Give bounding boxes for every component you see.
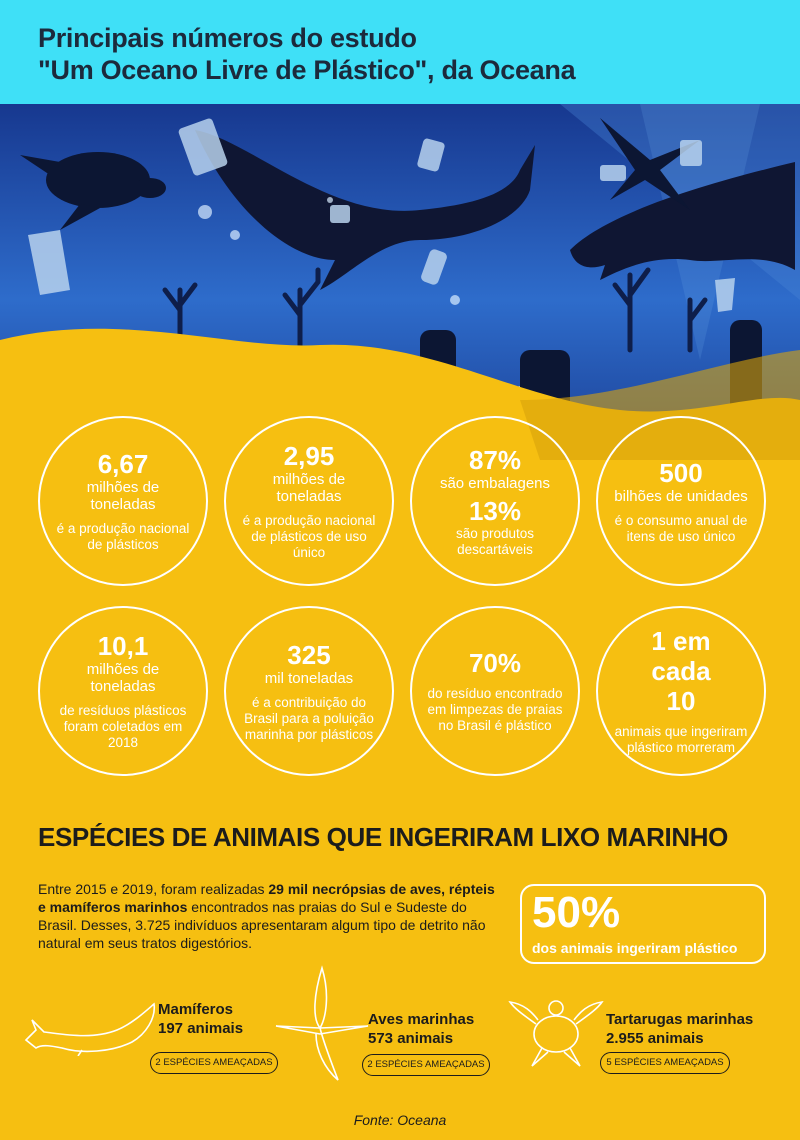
intro-paragraph: Entre 2015 e 2019, foram realizadas 29 m…	[38, 880, 498, 952]
stat-circle-collected: 10,1 milhões de toneladas de resíduos pl…	[38, 606, 208, 776]
stat-circle-beach-waste: 70% do resíduo encontrado em limpezas de…	[410, 606, 580, 776]
stat-value: 1 em cada 10	[651, 626, 711, 716]
stat-circle-mortality: 1 em cada 10 animais que ingeriram plást…	[596, 606, 766, 776]
stat-value: 70%	[468, 648, 522, 678]
stat-value: 325	[287, 639, 331, 670]
stat-unit: são embalagens	[439, 474, 551, 492]
percentage-value: 50%	[532, 888, 621, 937]
stat-desc: animais que ingeriram plástico morreram	[614, 724, 748, 755]
group-seabirds: Aves marinhas 573 animais	[368, 1010, 474, 1048]
header-band: Principais números do estudo "Um Oceano …	[0, 0, 800, 104]
stat-value-secondary: 13%	[468, 495, 522, 526]
group-count: 197 animais	[158, 1020, 244, 1037]
stat-circle-single-use: 2,95 milhões de toneladas é a produção n…	[224, 416, 394, 586]
ocean-illustration	[0, 104, 800, 460]
stat-value: 6,67	[97, 449, 149, 479]
group-count: 2.955 animais	[606, 1030, 704, 1047]
whale-icon	[195, 130, 535, 290]
stat-desc: é o consumo anual de itens de uso único	[614, 512, 748, 544]
intro-text-bold: 29 mil necrópsias de aves, répteis e mam…	[38, 881, 495, 915]
stat-desc: são produtos descartáveis	[455, 525, 535, 557]
percentage-desc: dos animais ingeriram plástico	[532, 940, 738, 956]
stat-circle-contribution: 325 mil toneladas é a contribuição do Br…	[224, 606, 394, 776]
intro-text-a: Entre 2015 e 2019, foram realizadas	[38, 881, 269, 897]
stat-desc: é a produção nacional de plásticos	[56, 521, 190, 552]
stat-circle-consumption: 500 bilhões de unidades é o consumo anua…	[596, 416, 766, 586]
stat-unit: mil toneladas	[264, 669, 354, 687]
stat-desc: de resíduos plásticos foram coletados em…	[59, 703, 187, 750]
page-title: Principais números do estudo "Um Oceano …	[38, 22, 576, 86]
group-count: 573 animais	[368, 1030, 454, 1047]
stat-value: 500	[659, 457, 703, 488]
group-name: Tartarugas marinhas	[606, 1011, 754, 1028]
stat-unit: milhões de toneladas	[86, 661, 160, 695]
group-turtles: Tartarugas marinhas 2.955 animais	[606, 1010, 753, 1048]
threat-badge: 2 ESPÉCIES AMEAÇADAS	[362, 1054, 490, 1076]
stat-unit: milhões de toneladas	[86, 479, 160, 513]
threat-badge: 2 ESPÉCIES AMEAÇADAS	[150, 1052, 278, 1074]
bird-outline-icon	[275, 965, 369, 1081]
bird-icon	[600, 118, 700, 210]
title-line-2: "Um Oceano Livre de Plástico", da Oceana	[38, 55, 576, 85]
percentage-box: 50% dos animais ingeriram plástico	[520, 884, 766, 964]
turtle-outline-icon	[508, 1000, 604, 1067]
group-name: Aves marinhas	[368, 1011, 475, 1028]
stat-desc: do resíduo encontrado em limpezas de pra…	[427, 686, 563, 733]
section-title: ESPÉCIES DE ANIMAIS QUE INGERIRAM LIXO M…	[38, 822, 728, 852]
stat-circle-production: 6,67 milhões de toneladas é a produção n…	[38, 416, 208, 586]
title-line-1: Principais números do estudo	[38, 23, 417, 53]
stat-unit: bilhões de unidades	[614, 487, 748, 505]
stat-value: 87%	[468, 444, 522, 475]
plastic-debris	[28, 118, 735, 312]
stat-value: 10,1	[97, 631, 149, 661]
group-name: Mamíferos	[158, 1001, 234, 1018]
whale-icon	[570, 162, 795, 280]
stat-unit: milhões de toneladas	[272, 471, 346, 505]
stat-desc: é a produção nacional de plásticos de us…	[242, 513, 376, 560]
stat-desc: é a contribuição do Brasil para a poluiç…	[244, 694, 374, 742]
intro-text-b: encontrados nas praias do Sul e Sudeste …	[38, 899, 486, 951]
coral-group	[162, 267, 708, 353]
whale-outline-icon	[24, 1002, 156, 1056]
stat-circle-packaging: 87% são embalagens 13% são produtos desc…	[410, 416, 580, 586]
stat-value: 2,95	[283, 441, 335, 471]
turtle-icon	[20, 152, 166, 230]
source-credit: Fonte: Oceana	[353, 1112, 447, 1128]
threat-badge: 5 ESPÉCIES AMEAÇADAS	[600, 1052, 730, 1074]
group-mammals: Mamíferos 197 animais	[158, 1000, 243, 1038]
